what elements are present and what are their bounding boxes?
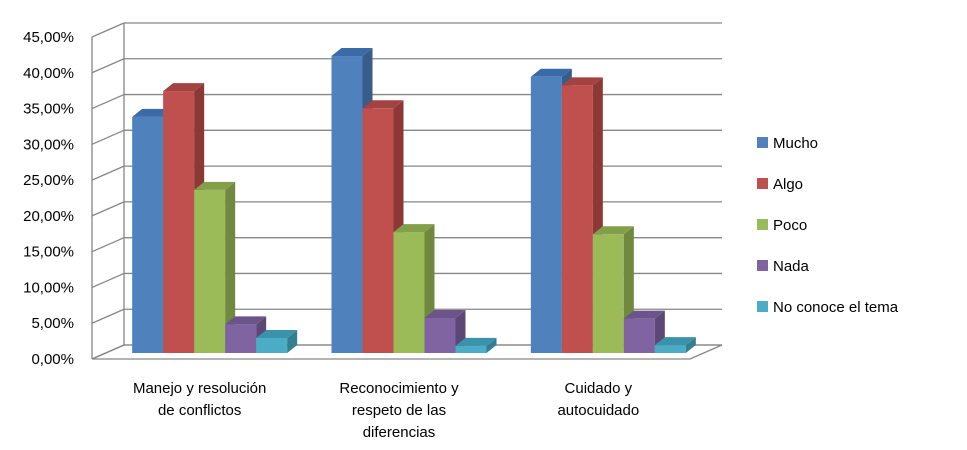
gridline-side [91,165,125,181]
legend-swatch [757,260,768,271]
bar-top [163,83,205,92]
y-tick-label: 35,00% [23,101,74,118]
gridline-side [91,22,125,38]
x-tick-label: autocuidado [557,402,639,419]
gridline-side [91,129,125,145]
bar-top [654,337,696,346]
bar [362,108,394,353]
floor [91,344,723,360]
bar [654,345,686,353]
bar-top [623,310,665,319]
bar [530,76,562,353]
bar [455,345,487,353]
legend-label: Algo [773,176,803,193]
legend-swatch [757,137,768,148]
y-tick-label: 5,00% [31,315,74,332]
bar-side [685,337,696,353]
y-tick-label: 30,00% [23,136,74,153]
bar-top [256,329,298,338]
legend-swatch [757,219,768,230]
bar-top [194,181,236,190]
x-tick-label: de conflictos [158,402,241,419]
bar-top [455,337,497,346]
bar [225,324,257,353]
y-tick-label: 20,00% [23,208,74,225]
y-tick-label: 10,00% [23,279,74,296]
gridline-side [91,237,125,253]
bar-top [331,48,373,57]
bar-side [486,337,497,353]
x-tick-label: diferencias [363,424,436,441]
bar [561,85,593,353]
bar [331,56,363,354]
bar-top [592,226,634,235]
bar [424,317,456,353]
bar-top [561,77,603,86]
y-tick-label: 0,00% [31,351,74,368]
bar-top [393,224,435,233]
legend-label: Poco [773,217,807,234]
legend-swatch [757,178,768,189]
gridline-side [91,58,125,74]
legend-label: Mucho [773,135,818,152]
gridline-side [91,93,125,110]
gridline-side [91,308,125,324]
y-tick-label: 40,00% [23,65,74,82]
x-tick-label: respeto de las [352,402,446,419]
gridline-side [91,272,125,289]
bar-top [424,309,466,318]
bar [132,116,164,353]
y-tick-label: 25,00% [23,172,74,189]
bar-top [530,68,572,77]
y-tick-label: 15,00% [23,244,74,261]
x-tick-label: Reconocimiento y [339,380,459,397]
bar [592,234,624,353]
legend-label: Nada [773,258,810,275]
bar [623,318,655,353]
y-tick-label: 45,00% [23,29,74,46]
legend-swatch [757,301,768,312]
bar-side [225,181,236,353]
x-tick-label: Manejo y resolución [133,380,266,397]
bar [194,189,226,353]
legend-label: No conoce el tema [773,299,899,316]
bar-top [132,108,174,117]
bar-top [362,100,404,109]
x-tick-label: Cuidado y [565,380,633,397]
bar-side [287,329,298,353]
bar-top [225,316,267,325]
bar [256,337,288,353]
bar [163,91,195,354]
gridline-side [91,201,125,217]
bar [393,232,425,353]
